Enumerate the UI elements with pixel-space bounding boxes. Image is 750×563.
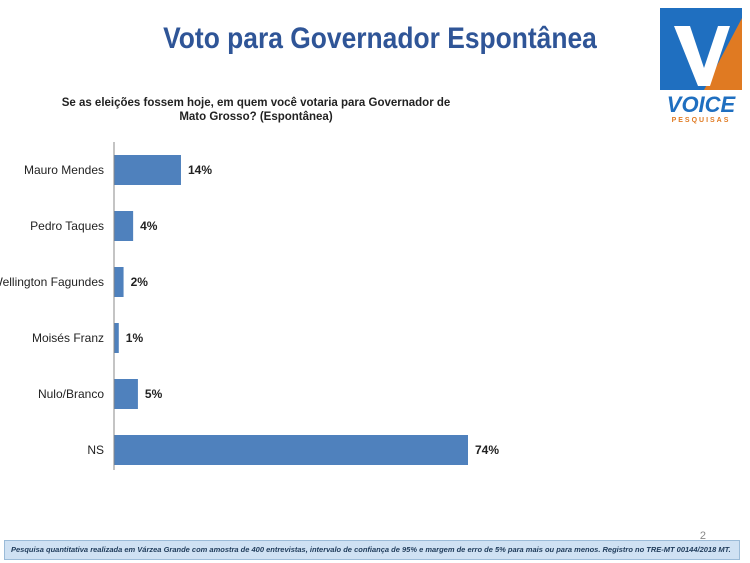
category-label: NS bbox=[87, 443, 104, 457]
bar bbox=[114, 267, 124, 297]
bar bbox=[114, 211, 134, 241]
bar bbox=[114, 379, 138, 409]
logo-subtext: PESQUISAS bbox=[672, 117, 731, 124]
category-label: Wellington Fagundes bbox=[0, 275, 104, 289]
chart-bars: Mauro Mendes 14% Pedro Taques 4% Wellington … bbox=[0, 155, 499, 465]
bar bbox=[114, 323, 119, 353]
bar-chart: Mauro Mendes 14% Pedro Taques 4% Wellington … bbox=[0, 142, 499, 470]
data-label: 1% bbox=[126, 331, 144, 345]
chart-title: Se as eleições fossem hoje, em quem você… bbox=[61, 97, 451, 123]
logo-v-mark bbox=[674, 26, 730, 86]
category-label: Mauro Mendes bbox=[24, 163, 104, 177]
bar bbox=[114, 435, 468, 465]
category-label: Nulo/Branco bbox=[38, 387, 104, 401]
data-label: 5% bbox=[145, 387, 163, 401]
data-label: 74% bbox=[475, 443, 499, 457]
footer-note: Pesquisa quantitativa realizada em Várze… bbox=[4, 540, 740, 560]
data-label: 4% bbox=[140, 219, 158, 233]
logo-text: VOICE bbox=[667, 92, 737, 117]
category-label: Pedro Taques bbox=[30, 219, 104, 233]
page-number: 2 bbox=[699, 530, 706, 542]
bar bbox=[114, 155, 181, 185]
page-title: Voto para Governador Espontânea bbox=[163, 22, 597, 55]
category-label: Moisés Franz bbox=[32, 331, 104, 345]
voice-logo: VOICE PESQUISAS bbox=[660, 8, 742, 124]
data-label: 14% bbox=[188, 163, 212, 177]
data-label: 2% bbox=[131, 275, 149, 289]
